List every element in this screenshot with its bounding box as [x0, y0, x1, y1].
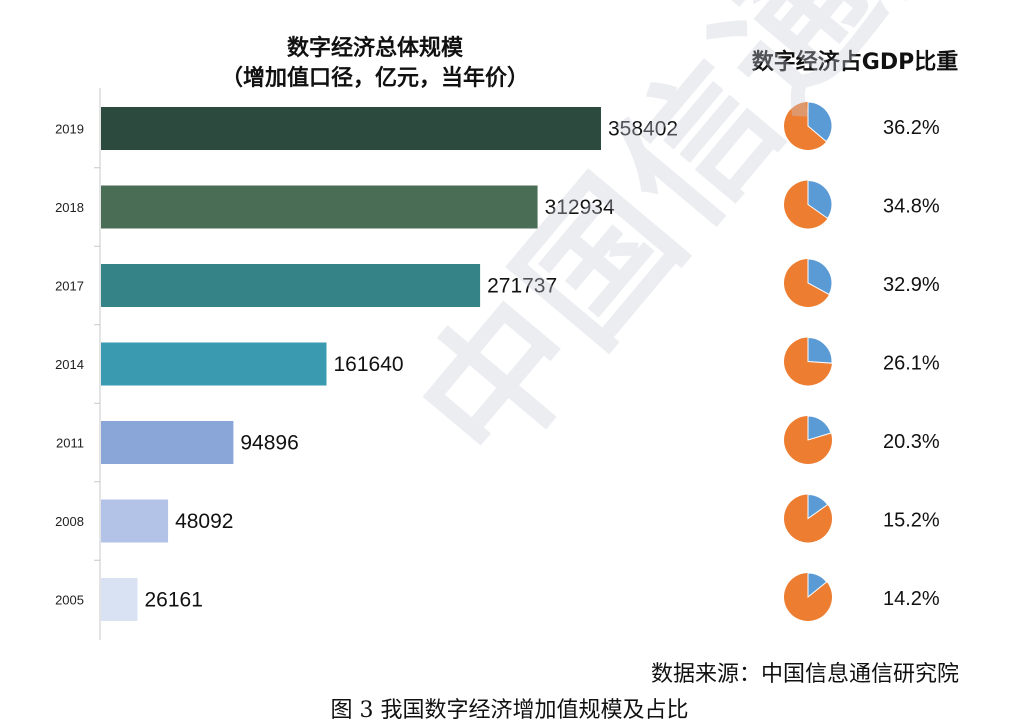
bar-value-label: 271737 — [487, 275, 557, 298]
pie-share-slice — [807, 572, 828, 599]
category-tick-label: 2005 — [55, 593, 84, 608]
bar-2017 — [101, 264, 481, 307]
pie-percent-label: 14.2% — [883, 588, 940, 610]
bar-value-label: 312934 — [545, 196, 615, 219]
pie-percent-label: 36.2% — [883, 117, 940, 139]
bar-2014 — [101, 342, 327, 386]
pie-percent-label: 32.9% — [883, 274, 940, 296]
pie-percent-label: 26.1% — [883, 353, 940, 375]
pie-share-slice — [807, 493, 829, 520]
bar-value-label: 26161 — [144, 589, 202, 612]
category-tick-label: 2011 — [56, 436, 84, 451]
pie-share-slice — [807, 179, 833, 220]
pie-percent-label: 20.3% — [883, 431, 940, 453]
bar-2019 — [101, 107, 601, 150]
bar-value-label: 48092 — [175, 510, 233, 533]
data-source-note: 数据来源：中国信息通信研究院 — [650, 662, 959, 687]
bar-chart-title-line2: （增加值口径，亿元，当年价） — [220, 66, 529, 91]
category-tick-label: 2017 — [55, 279, 84, 294]
bar-chart-title-line1: 数字经济总体规模 — [286, 36, 463, 61]
bar-value-label: 358402 — [608, 118, 678, 141]
pie-share-slice — [807, 258, 833, 296]
pie-percent-label: 34.8% — [883, 196, 940, 218]
pie-share-slice — [807, 336, 833, 364]
pie-share-slice — [807, 101, 833, 143]
category-tick-label: 2019 — [55, 122, 84, 137]
category-tick-label: 2014 — [55, 357, 84, 372]
pie-chart-title: 数字经济占GDP比重 — [751, 50, 959, 75]
bar-2011 — [101, 421, 234, 464]
bar-2008 — [101, 499, 169, 543]
category-tick-label: 2018 — [55, 200, 84, 215]
bar-value-label: 161640 — [334, 353, 404, 376]
category-tick-label: 2008 — [55, 514, 84, 529]
bar-2018 — [101, 185, 538, 229]
pie-percent-label: 15.2% — [883, 510, 940, 532]
bar-2005 — [101, 578, 138, 621]
figure-caption: 图 3 我国数字经济增加值规模及占比 — [330, 698, 689, 723]
bar-value-label: 94896 — [240, 432, 298, 455]
pie-share-slice — [807, 415, 832, 441]
